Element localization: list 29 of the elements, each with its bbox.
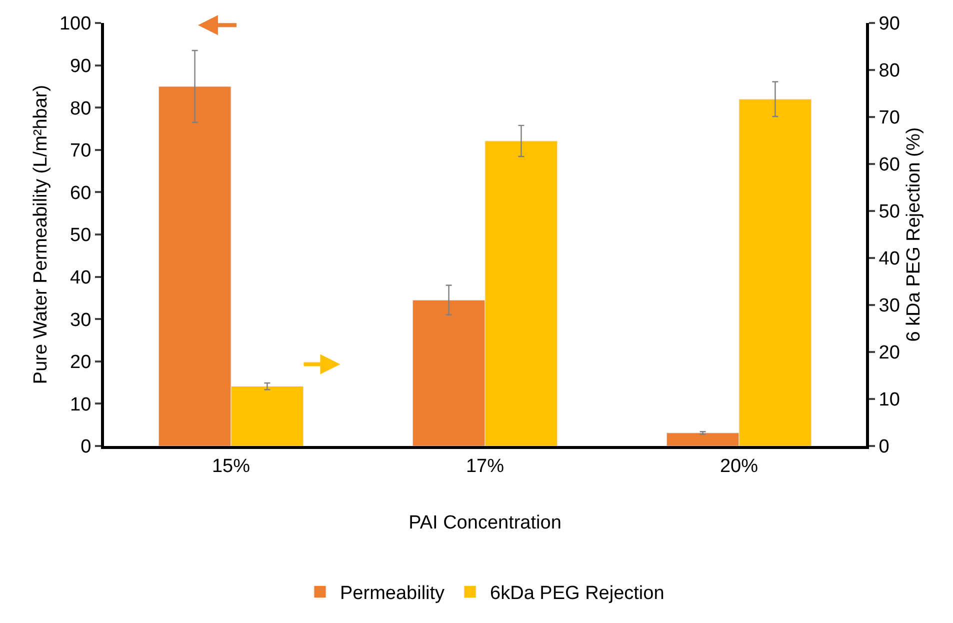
legend-label: Permeability: [340, 583, 446, 604]
y2-tick-label: 40: [878, 248, 900, 270]
y-tick-label: 40: [70, 267, 92, 288]
y2-tick-label: 60: [878, 154, 900, 176]
y2-tick-label: 20: [878, 342, 900, 364]
x-tick-label: 17%: [466, 456, 504, 477]
y2-tick-label: 10: [878, 390, 900, 411]
y2-tick-label: 30: [878, 296, 900, 317]
x-tick-label: 20%: [720, 456, 758, 477]
y2-tick-label: 90: [878, 14, 900, 35]
y-tick-label: 100: [59, 14, 92, 35]
y-tick-label: 80: [70, 98, 92, 120]
y-tick-label: 0: [80, 436, 92, 458]
y-tick-label: 20: [70, 352, 92, 374]
y2-tick-label: 0: [878, 436, 890, 458]
y-tick-label: 60: [70, 182, 92, 204]
y-tick-label: 50: [70, 225, 92, 246]
y2-tick-label: 80: [878, 60, 900, 82]
legend-label: 6kDa PEG Rejection: [490, 583, 664, 604]
x-axis-title: PAI Concentration: [408, 512, 562, 534]
y-axis-title: Pure Water Permeability (L/m²hbar): [30, 84, 52, 384]
y2-tick-label: 50: [878, 202, 900, 223]
y2-axis-title: 6 kDa PEG Rejection (%): [904, 127, 925, 342]
x-tick-label: 15%: [212, 456, 250, 477]
y-tick-label: 70: [70, 140, 92, 162]
y2-tick-label: 70: [878, 108, 900, 129]
y-tick-label: 10: [70, 394, 92, 416]
y-tick-label: 30: [70, 310, 92, 331]
y-tick-label: 90: [70, 56, 92, 77]
